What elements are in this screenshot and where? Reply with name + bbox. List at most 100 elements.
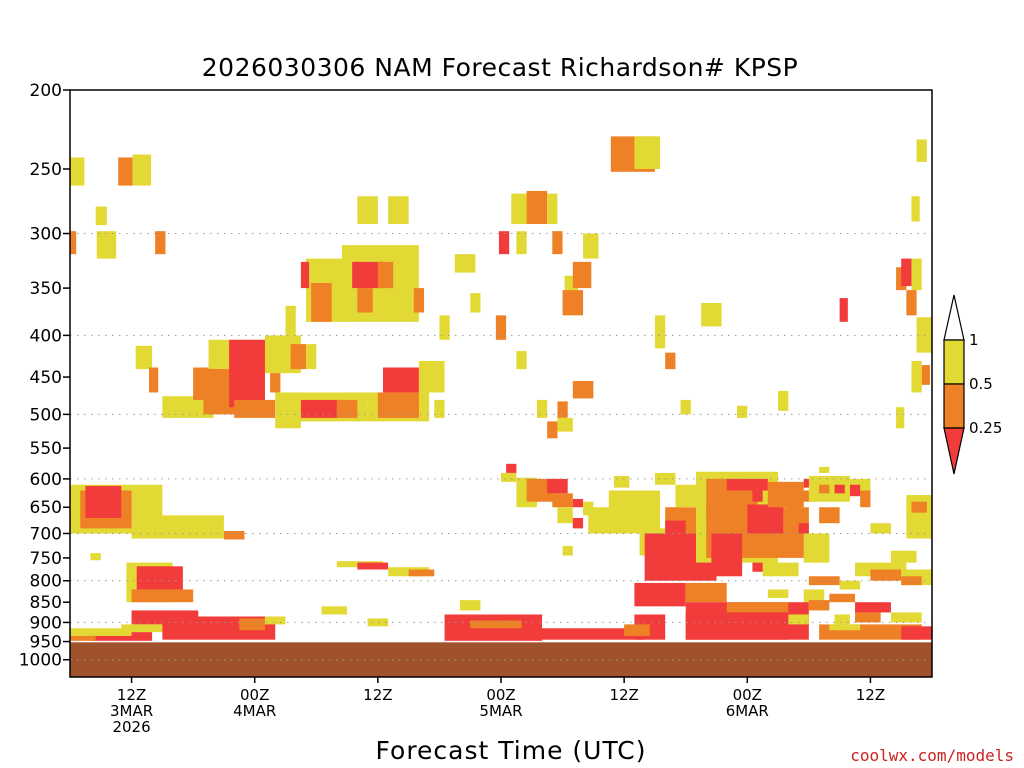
heatmap-cell xyxy=(747,504,784,534)
y-tick-label: 400 xyxy=(30,326,62,346)
y-tick-label: 550 xyxy=(30,439,62,459)
heatmap-cell xyxy=(536,399,548,418)
y-tick-label: 450 xyxy=(30,368,62,388)
heatmap-cell xyxy=(921,365,930,385)
x-tick-label: 00Z xyxy=(486,686,515,704)
heatmap-cell xyxy=(300,399,342,418)
heatmap-cell xyxy=(70,628,132,636)
heatmap-cell xyxy=(896,407,905,429)
heatmap-cell xyxy=(562,290,584,316)
heatmap-cell xyxy=(911,258,922,291)
heatmap-cell xyxy=(377,392,419,418)
heatmap-cell xyxy=(572,261,592,289)
heatmap-cell xyxy=(634,582,686,607)
x-tick-label: 12Z xyxy=(117,686,146,704)
heatmap-cell xyxy=(135,345,153,370)
heatmap-cell xyxy=(798,523,809,534)
heatmap-cell xyxy=(572,498,584,508)
heatmap-cell xyxy=(762,562,799,577)
heatmap-cell xyxy=(239,618,265,631)
heatmap-cell xyxy=(890,550,917,563)
heatmap-cell xyxy=(96,231,117,259)
heatmap-cell xyxy=(562,545,573,556)
heatmap-cell xyxy=(521,628,645,640)
heatmap-cell xyxy=(454,254,476,273)
credit-text: coolwx.com/models xyxy=(850,746,1014,765)
legend-swatch xyxy=(943,427,965,475)
legend-swatch xyxy=(943,339,965,385)
y-tick-label: 300 xyxy=(30,225,62,245)
y-tick-label: 650 xyxy=(30,498,62,518)
heatmap-cell xyxy=(726,602,789,613)
heatmap-cell xyxy=(131,515,224,539)
y-tick-label: 800 xyxy=(30,572,62,592)
x-tick-label: 3MAR xyxy=(110,702,153,720)
x-tick-label: 5MAR xyxy=(479,702,522,720)
heatmap-cell xyxy=(90,553,101,561)
heatmap-cell xyxy=(624,624,650,636)
heatmap-cell xyxy=(916,139,927,162)
x-tick-label: 2026 xyxy=(112,718,150,736)
heatmap-cell xyxy=(234,399,276,418)
heatmap-cell xyxy=(70,635,96,641)
heatmap-cell xyxy=(557,401,568,418)
heatmap-cell xyxy=(701,302,722,327)
heatmap-cell xyxy=(834,484,845,494)
heatmap-cell xyxy=(547,478,568,494)
heatmap-cell xyxy=(680,399,691,415)
heatmap-cell xyxy=(778,390,789,411)
heatmap-cell xyxy=(557,507,573,524)
heatmap-cell xyxy=(552,231,563,255)
heatmap-cell xyxy=(516,231,527,255)
heatmap-cell xyxy=(459,600,481,611)
heatmap-cell xyxy=(311,283,332,322)
heatmap-cell xyxy=(808,576,840,586)
heatmap-cell xyxy=(336,399,358,418)
x-tick-label: 12Z xyxy=(856,686,885,704)
heatmap-cell xyxy=(70,231,77,255)
color-legend: 1 0.5 0.25 xyxy=(943,294,1002,475)
heatmap-cell xyxy=(506,463,517,473)
heatmap-cell xyxy=(870,569,902,581)
heatmap-cell xyxy=(132,154,152,186)
heatmap-cell xyxy=(498,231,510,255)
heatmap-cell xyxy=(911,196,920,222)
heatmap-cell xyxy=(906,290,917,316)
heatmap-cell xyxy=(819,484,830,494)
heatmap-cell xyxy=(901,626,932,640)
y-tick-label: 500 xyxy=(30,405,62,425)
heatmap-cell xyxy=(901,258,912,287)
heatmap-cell xyxy=(367,618,389,627)
heatmap-cell xyxy=(685,582,727,603)
heatmap-cell xyxy=(613,475,630,488)
x-tick-label: 00Z xyxy=(240,686,269,704)
heatmap-cell xyxy=(526,190,548,224)
heatmap-cell xyxy=(767,589,789,599)
heatmap-cell xyxy=(223,530,245,540)
heatmap-cell xyxy=(357,196,378,224)
heatmap-cell xyxy=(229,339,265,408)
heatmap-cell xyxy=(285,305,296,340)
heatmap-cell xyxy=(121,624,173,633)
heatmap-cell xyxy=(906,495,932,539)
heatmap-cell xyxy=(118,157,133,186)
heatmap-cell xyxy=(377,261,394,289)
heatmap-cell xyxy=(911,501,927,513)
legend-label: 1 xyxy=(969,331,979,349)
heatmap-cell xyxy=(654,315,666,349)
heatmap-cell xyxy=(634,136,661,169)
heatmap-cell xyxy=(839,298,848,322)
heatmap-cell xyxy=(470,293,481,313)
heatmap-cell xyxy=(90,632,153,641)
heatmap-cell xyxy=(300,261,310,289)
heatmap-cell xyxy=(408,569,435,577)
x-axis-label: Forecast Time (UTC) xyxy=(376,736,647,765)
heatmap-cell xyxy=(783,490,814,502)
y-tick-label: 900 xyxy=(30,613,62,633)
heatmap-cell xyxy=(849,484,861,497)
heatmap-cell xyxy=(803,533,830,563)
heatmap-cell xyxy=(896,267,907,291)
heatmap-cell xyxy=(855,602,891,613)
heatmap-cell xyxy=(726,478,768,491)
